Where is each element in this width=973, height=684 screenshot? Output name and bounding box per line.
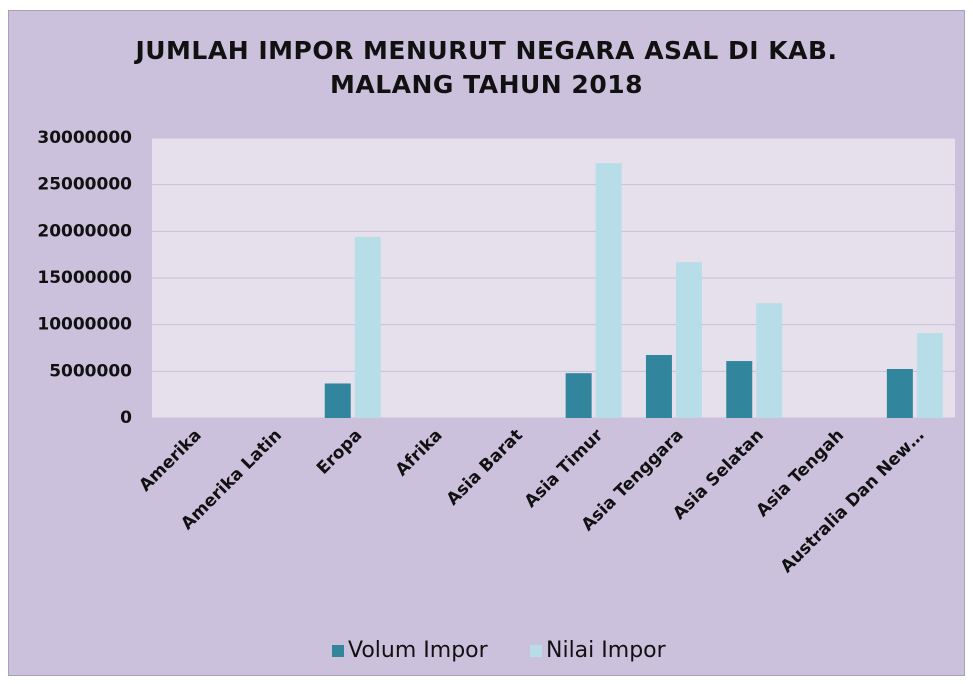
legend-label: Nilai Impor bbox=[546, 638, 667, 663]
y-tick-label: 30000000 bbox=[37, 128, 132, 148]
bar bbox=[726, 361, 753, 418]
bar bbox=[645, 355, 672, 418]
y-tick-label: 0 bbox=[120, 408, 132, 428]
legend-label: Volum Impor bbox=[348, 638, 489, 663]
bar bbox=[595, 163, 622, 418]
chart-title: JUMLAH IMPOR MENURUT NEGARA ASAL DI KAB.… bbox=[135, 36, 838, 99]
bar bbox=[916, 333, 943, 418]
bar bbox=[675, 262, 702, 418]
x-tick-label: Afrika bbox=[392, 425, 447, 480]
bar bbox=[886, 369, 913, 418]
bar bbox=[756, 303, 783, 418]
bar bbox=[565, 373, 592, 418]
bar bbox=[324, 383, 351, 418]
x-tick-label: Australia Dan New… bbox=[777, 425, 929, 577]
x-tick-label: Asia Barat bbox=[443, 425, 527, 509]
y-tick-label: 10000000 bbox=[37, 315, 132, 335]
y-tick-label: 15000000 bbox=[37, 268, 132, 288]
x-tick-label: Eropa bbox=[313, 425, 366, 478]
y-tick-label: 25000000 bbox=[37, 175, 132, 195]
y-tick-label: 20000000 bbox=[37, 221, 132, 241]
y-tick-label: 5000000 bbox=[49, 361, 132, 381]
bar bbox=[354, 236, 381, 418]
legend-swatch bbox=[332, 645, 344, 657]
legend-swatch bbox=[530, 645, 542, 657]
x-tick-label: Amerika bbox=[135, 425, 205, 495]
x-tick-label: Asia Timur bbox=[521, 425, 608, 512]
